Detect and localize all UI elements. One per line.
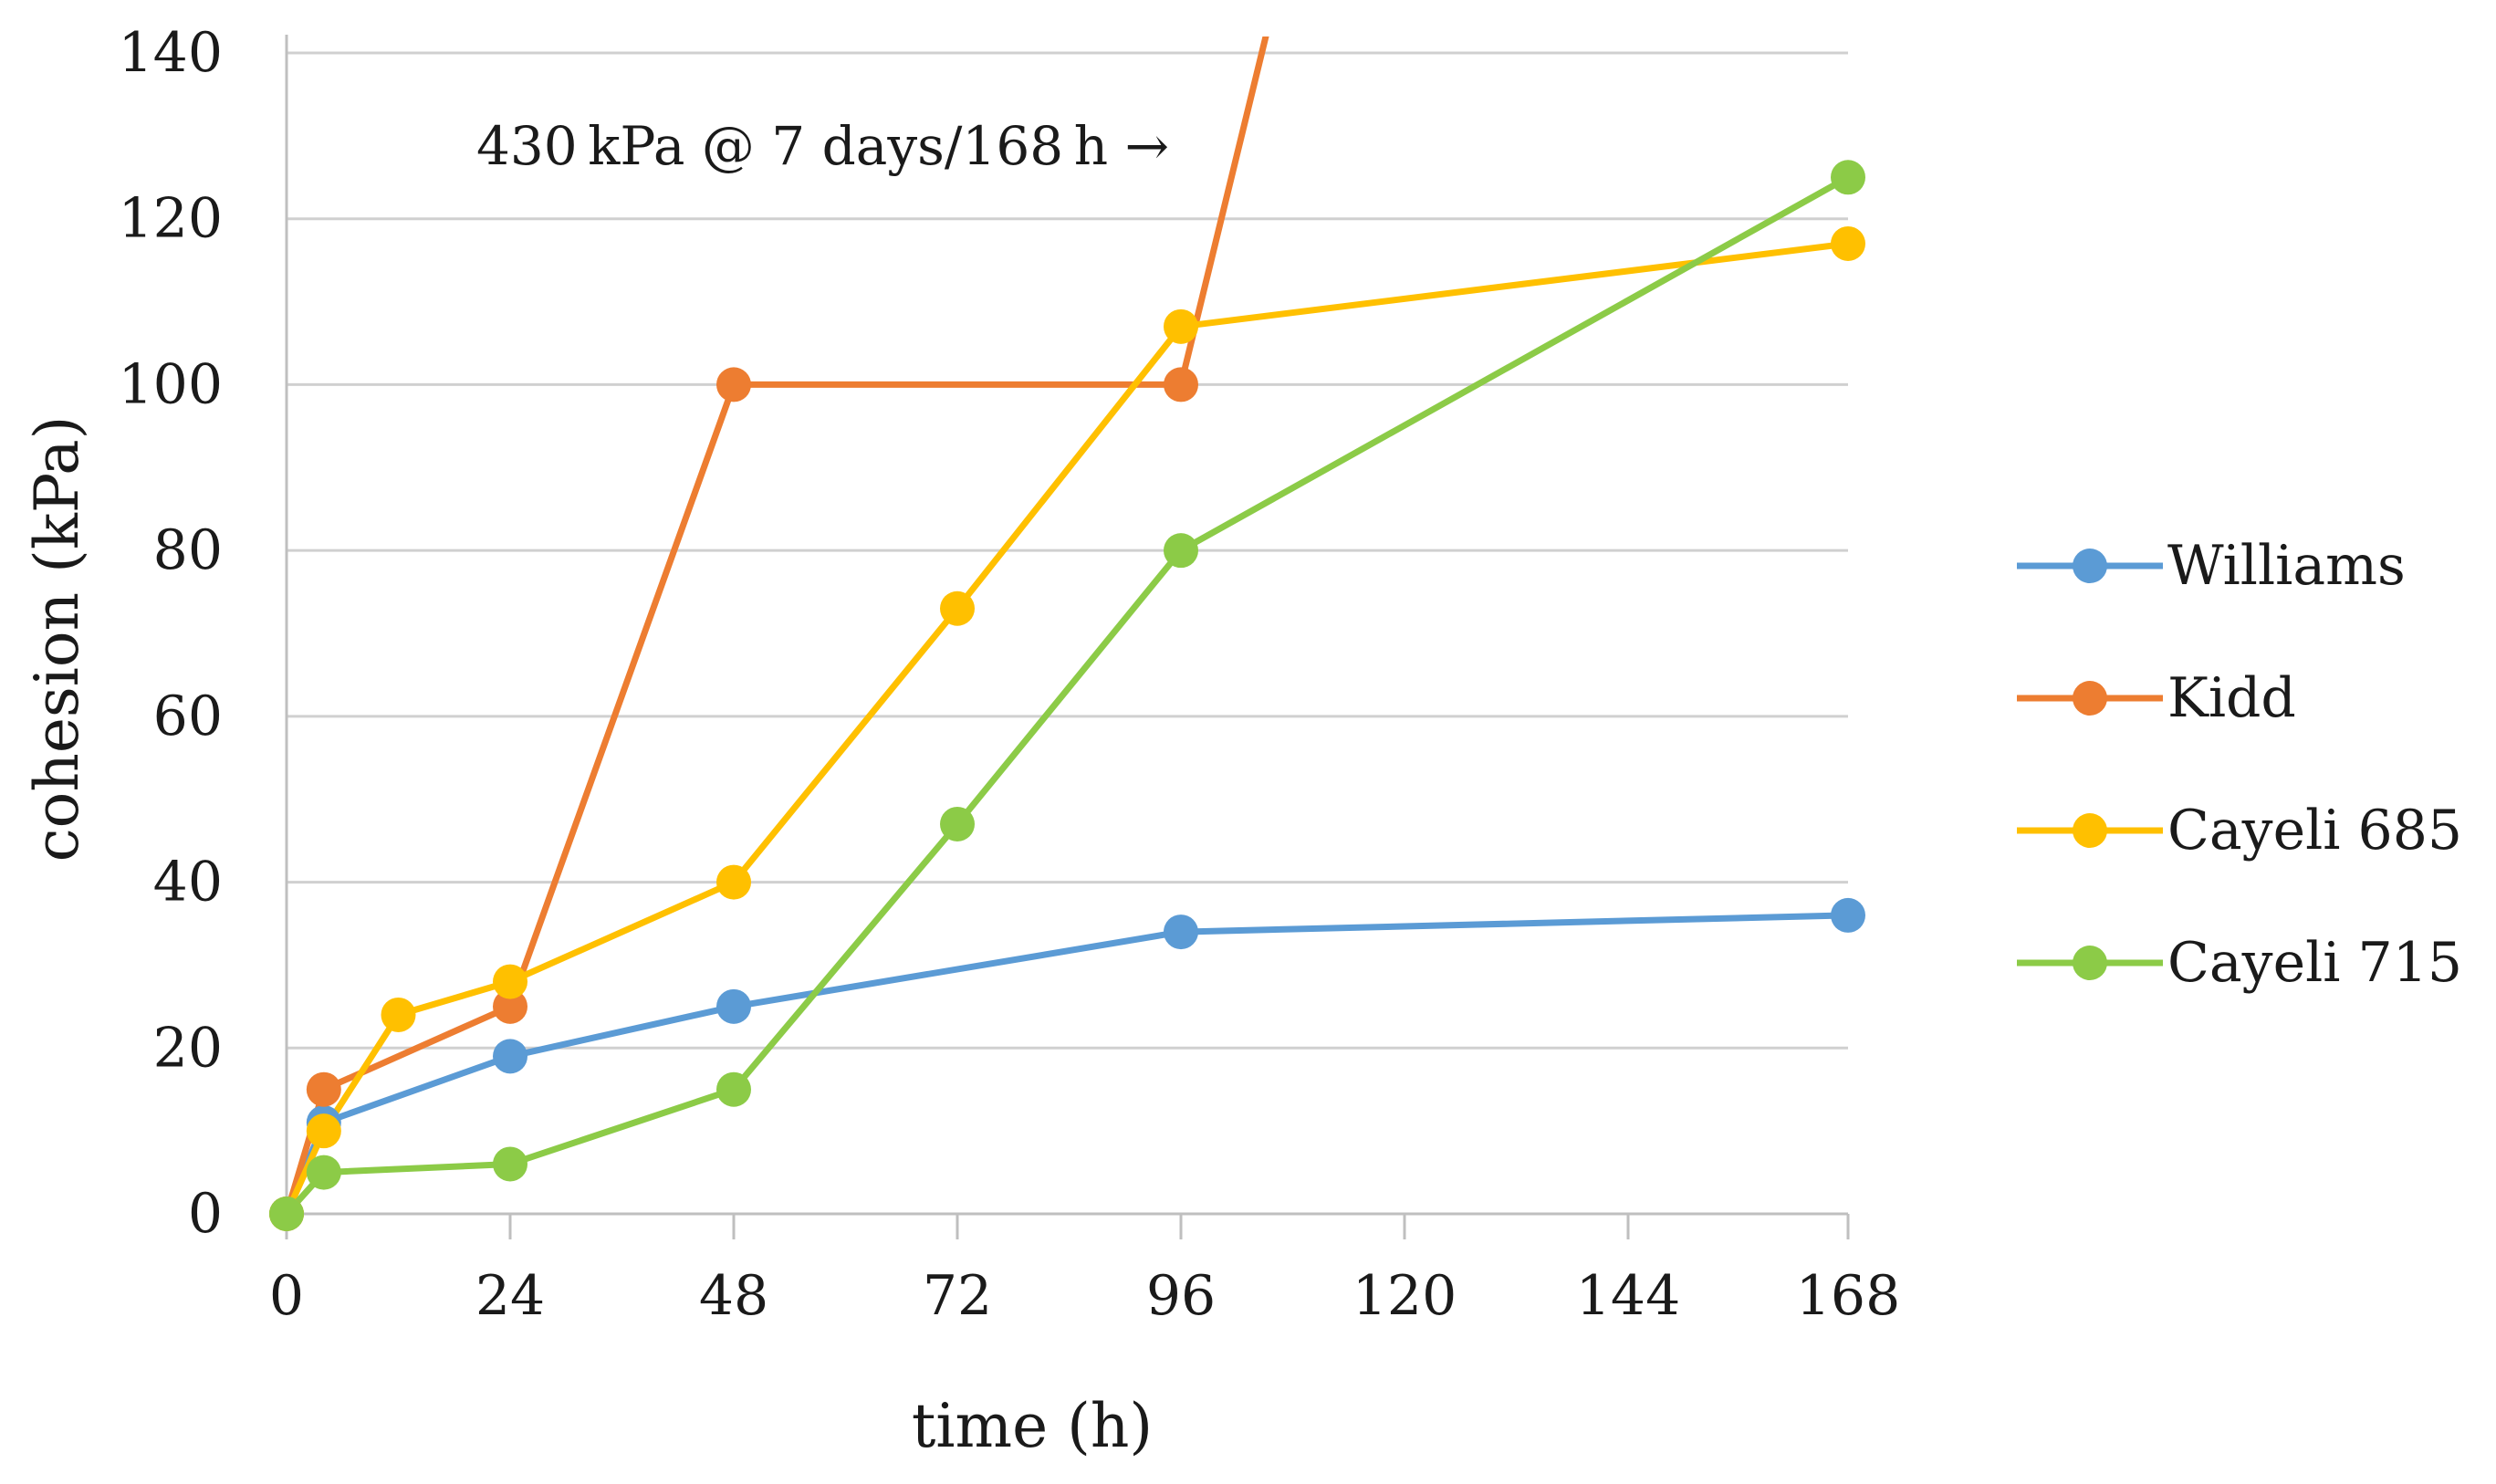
x-tick-label: 168 — [1796, 1264, 1901, 1328]
legend-swatch-marker — [2073, 549, 2107, 583]
data-point-kidd — [306, 1071, 341, 1107]
data-point-kidd — [1164, 367, 1198, 402]
y-tick-label: 0 — [188, 1182, 223, 1246]
legend-item-cayeli-685: Cayeli 685 — [2017, 799, 2462, 862]
data-point-kidd — [493, 988, 527, 1024]
x-tick-label: 144 — [1576, 1264, 1681, 1328]
legend-item-kidd: Kidd — [2017, 666, 2296, 730]
data-point-cayeli-715 — [1164, 533, 1198, 569]
gridlines — [287, 51, 1848, 1050]
x-tick-label: 120 — [1352, 1264, 1457, 1328]
data-point-cayeli-715 — [306, 1155, 341, 1190]
x-tick-label: 72 — [923, 1264, 992, 1328]
legend-swatch-marker — [2073, 681, 2107, 716]
series-line-kidd — [283, 37, 1269, 1216]
annotation-label: 430 kPa @ 7 days/168 h → — [476, 115, 1169, 177]
data-point-cayeli-685 — [493, 964, 527, 999]
legend: Williams Kidd Cayeli 685 Cayeli 715 — [2017, 534, 2462, 995]
data-point-williams — [1831, 897, 1865, 933]
data-point-cayeli-685 — [1164, 308, 1198, 344]
data-point-kidd — [716, 367, 751, 402]
y-tick-label: 120 — [118, 187, 223, 251]
data-point-cayeli-715 — [940, 806, 975, 841]
x-tick-label: 24 — [475, 1264, 545, 1328]
legend-label: Williams — [2167, 534, 2406, 598]
legend-label: Kidd — [2167, 666, 2296, 730]
y-tick-label: 80 — [153, 518, 223, 582]
y-tick-label: 40 — [153, 851, 223, 914]
series-lines — [283, 37, 1850, 1217]
y-axis-title: cohesion (kPa) — [22, 416, 92, 862]
data-point-cayeli-715 — [1831, 160, 1865, 195]
legend-label: Cayeli 715 — [2167, 931, 2462, 995]
x-tick-label: 0 — [269, 1264, 304, 1328]
legend-swatch-marker — [2073, 946, 2107, 980]
y-tick-label: 100 — [118, 352, 223, 416]
axes: 0 20 40 60 80 100 120 140 0 24 48 72 96 120 144 168 — [118, 21, 1900, 1328]
data-point-cayeli-685 — [381, 997, 416, 1032]
legend-swatch-marker — [2073, 813, 2107, 848]
x-tick-label: 96 — [1146, 1264, 1216, 1328]
data-point-cayeli-715 — [716, 1071, 751, 1107]
data-point-cayeli-685 — [716, 864, 751, 900]
x-axis-title: time (h) — [912, 1391, 1153, 1461]
y-tick-label: 140 — [118, 21, 223, 85]
data-point-cayeli-685 — [1831, 225, 1865, 261]
data-point-cayeli-715 — [493, 1146, 527, 1182]
data-point-williams — [716, 988, 751, 1024]
legend-item-williams: Williams — [2017, 534, 2406, 598]
legend-label: Cayeli 685 — [2167, 799, 2462, 862]
x-tick-label: 48 — [699, 1264, 768, 1328]
y-tick-label: 20 — [153, 1016, 223, 1080]
series-markers — [269, 160, 1865, 1231]
data-point-cayeli-685 — [306, 1113, 341, 1149]
legend-item-cayeli-715: Cayeli 715 — [2017, 931, 2462, 995]
data-point-cayeli-685 — [940, 590, 975, 626]
data-point-williams — [493, 1039, 527, 1074]
data-point-williams — [1164, 914, 1198, 950]
data-point-cayeli-715 — [269, 1197, 304, 1231]
y-tick-label: 60 — [153, 685, 223, 748]
